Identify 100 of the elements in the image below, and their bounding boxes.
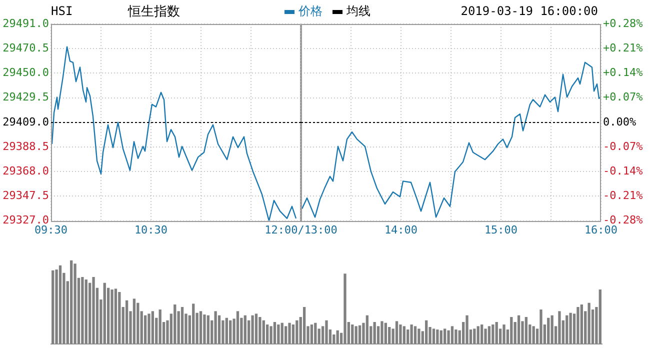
bar: [425, 320, 428, 344]
bar: [447, 330, 450, 344]
bar: [280, 322, 284, 344]
bar: [310, 324, 314, 344]
bar: [344, 274, 346, 344]
bar: [218, 315, 221, 344]
bar: [418, 328, 420, 344]
bar: [569, 312, 572, 344]
bar: [466, 315, 468, 344]
bar: [292, 324, 295, 344]
bar: [354, 326, 358, 344]
bar: [524, 317, 528, 344]
bar: [244, 315, 246, 344]
bar: [440, 330, 442, 344]
bar: [151, 311, 154, 344]
bar: [547, 318, 550, 344]
bar: [236, 311, 240, 344]
bar: [277, 324, 280, 344]
bar: [192, 304, 195, 344]
bar: [158, 310, 162, 344]
bar: [492, 324, 494, 344]
bar: [296, 320, 298, 344]
y-tick-label: 29429.5: [2, 90, 49, 104]
bar: [532, 326, 535, 344]
bar: [566, 315, 568, 344]
bar: [262, 320, 265, 344]
bar: [336, 330, 339, 344]
y2-tick-label: +0.21%: [603, 41, 644, 54]
x-tick-label: 12:00/13:00: [264, 223, 338, 236]
y2-tick-label: 0.00%: [603, 115, 636, 128]
bar: [199, 311, 202, 344]
bar: [454, 330, 458, 344]
x-tick-label: 09:30: [34, 223, 68, 236]
y-tick-label: 29388.5: [2, 140, 49, 153]
bar: [414, 326, 417, 344]
bar: [258, 317, 262, 344]
bar: [125, 300, 128, 344]
bar: [450, 326, 454, 344]
y2-tick-label: -0.14%: [603, 164, 644, 178]
bar: [254, 314, 258, 344]
bar: [444, 328, 446, 344]
bar: [174, 304, 176, 344]
bar: [432, 328, 436, 344]
bar: [58, 265, 62, 344]
bar: [488, 326, 491, 344]
bar: [502, 324, 506, 344]
bar: [180, 307, 184, 344]
bar: [388, 327, 391, 344]
bar: [92, 277, 95, 344]
bar: [270, 326, 272, 344]
bar: [399, 324, 402, 344]
bar: [229, 320, 232, 344]
bar: [480, 324, 484, 344]
bar: [110, 290, 114, 344]
bar: [203, 314, 206, 344]
bar: [436, 330, 439, 344]
bar: [136, 302, 140, 344]
bar: [284, 326, 288, 344]
y-tick-label: 29491.0: [2, 16, 49, 30]
bar: [580, 304, 583, 344]
bar: [495, 322, 498, 344]
bar: [473, 328, 476, 344]
bar: [395, 321, 398, 344]
bar: [476, 326, 480, 344]
bar: [81, 277, 84, 344]
bar: [70, 260, 73, 344]
text: 2019-03-19 16:00:00: [460, 4, 598, 18]
y-tick-label: 29347.5: [2, 189, 49, 202]
bar: [314, 322, 317, 344]
bar: [114, 288, 118, 344]
bar: [103, 282, 106, 344]
y2-tick-label: -0.07%: [603, 140, 644, 153]
bar: [550, 315, 554, 344]
bar: [52, 270, 54, 344]
bar: [576, 307, 580, 344]
bar: [206, 315, 210, 344]
text: HSI: [51, 4, 73, 18]
bar: [132, 298, 136, 344]
y-tick-label: 29368.0: [2, 164, 49, 178]
y2-tick-label: +0.14%: [603, 66, 644, 80]
bar: [373, 322, 376, 344]
bar: [266, 324, 269, 344]
bar: [410, 324, 413, 344]
bar: [55, 270, 58, 344]
bar: [288, 322, 291, 344]
bar: [325, 320, 328, 344]
bar: [273, 322, 276, 344]
bar: [384, 322, 387, 344]
bar: [148, 314, 150, 344]
y-tick-label: 29450.0: [2, 66, 49, 80]
bar: [144, 315, 147, 344]
bar: [517, 315, 520, 344]
bar: [74, 264, 76, 344]
x-tick-label: 15:00: [484, 223, 518, 236]
x-tick-label: 10:30: [134, 223, 168, 236]
legend-label: 均线: [346, 4, 370, 18]
bar: [380, 321, 384, 344]
bar: [510, 317, 513, 344]
bar: [540, 310, 542, 344]
bar: [558, 311, 561, 344]
